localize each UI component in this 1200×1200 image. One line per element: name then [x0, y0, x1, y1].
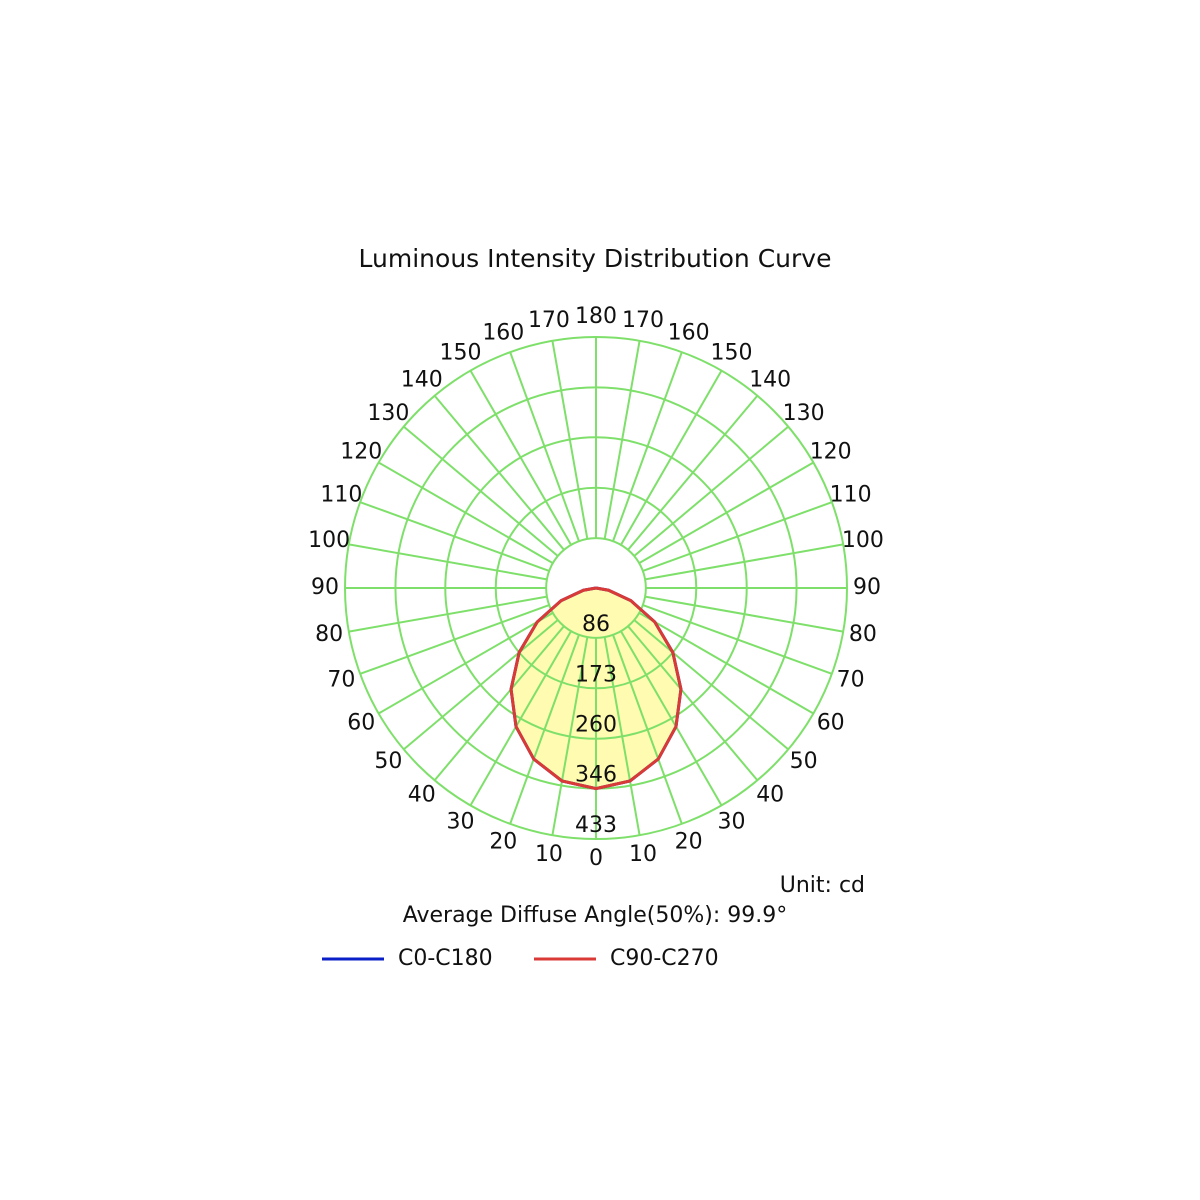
angle-label: 10	[629, 842, 657, 867]
angle-label: 70	[327, 668, 355, 693]
angle-label: 90	[311, 575, 339, 600]
angle-label: 170	[528, 308, 570, 333]
angle-label: 110	[830, 482, 872, 507]
ring	[545, 537, 647, 639]
r-tick-label: 346	[575, 763, 617, 788]
angle-label: 170	[622, 308, 664, 333]
angle-label: 30	[718, 810, 746, 835]
angle-label: 130	[367, 401, 409, 426]
angle-label: 30	[447, 810, 475, 835]
angle-label: 160	[668, 320, 710, 345]
angle-label: 40	[408, 783, 436, 808]
angle-label: 110	[320, 482, 362, 507]
angle-label: 50	[374, 749, 402, 774]
angle-label: 10	[535, 842, 563, 867]
angle-label: 100	[842, 528, 884, 553]
angle-label: 20	[489, 830, 517, 855]
ring	[494, 486, 698, 690]
angle-label: 160	[482, 320, 524, 345]
angle-label: 140	[749, 367, 791, 392]
angle-label: 120	[810, 440, 852, 465]
angle-label: 100	[308, 528, 350, 553]
legend-label: C90-C270	[610, 946, 719, 971]
series-line	[509, 586, 683, 791]
ring	[344, 336, 848, 840]
angle-label: 80	[849, 622, 877, 647]
legend-label: C0-C180	[398, 946, 493, 971]
angle-label: 130	[783, 401, 825, 426]
r-tick-label: 86	[582, 612, 610, 637]
angle-label: 60	[347, 711, 375, 736]
angle-label: 80	[315, 622, 343, 647]
angle-label: 0	[589, 846, 603, 871]
angle-label: 140	[401, 367, 443, 392]
ring	[444, 436, 748, 740]
angle-label: 70	[837, 668, 865, 693]
r-tick-label: 173	[575, 662, 617, 687]
angle-label: 120	[340, 440, 382, 465]
angle-label: 150	[711, 340, 753, 365]
unit-label: Unit: cd	[780, 873, 865, 898]
angle-label: 90	[853, 575, 881, 600]
angle-label: 50	[790, 749, 818, 774]
angle-label: 60	[817, 711, 845, 736]
angle-label: 150	[440, 340, 482, 365]
r-tick-label: 260	[575, 713, 617, 738]
angle-label: 20	[675, 830, 703, 855]
note: Average Diffuse Angle(50%): 99.9°	[403, 903, 788, 928]
angle-label: 40	[756, 783, 784, 808]
angle-label: 180	[575, 304, 617, 329]
chart-title: Luminous Intensity Distribution Curve	[359, 244, 832, 273]
r-tick-label: 433	[575, 813, 617, 838]
